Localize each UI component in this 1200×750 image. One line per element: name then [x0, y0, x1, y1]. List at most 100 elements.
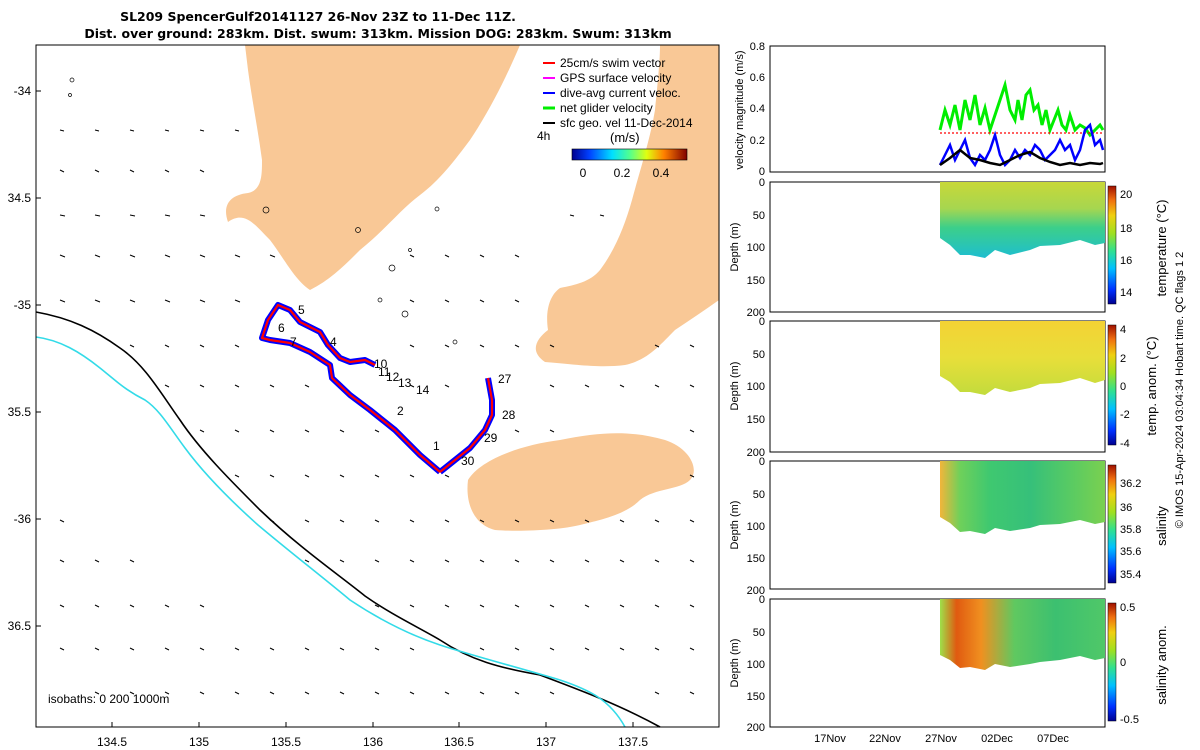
sal-anom-cbar-label: salinity anom. — [1154, 625, 1169, 704]
velocity-series-current — [938, 122, 1105, 168]
tanom-cbar-tick: -2 — [1120, 409, 1130, 421]
lat-tick: 36.5 — [8, 619, 32, 633]
vel-ytick: 0.6 — [750, 72, 765, 84]
land-kangaroo-island — [467, 433, 694, 531]
glider-track-swim — [260, 303, 494, 473]
colorbar-title: (m/s) — [610, 130, 640, 145]
waypoint-4: 4 — [330, 335, 337, 349]
waypoint-labels: 1 2 4 5 6 7 10 11 12 13 14 27 28 29 30 — [278, 303, 516, 468]
temperature-ylabel: Depth (m) — [729, 223, 741, 272]
vel-ytick: 0.8 — [750, 41, 765, 53]
sal-anom-scale: 0.5 0 -0.5 salinity anom. — [1107, 602, 1169, 726]
depth-tick: 150 — [747, 691, 765, 703]
lat-tick: 35.5 — [8, 405, 32, 419]
depth-tick: 0 — [759, 594, 765, 606]
waypoint-2: 2 — [397, 404, 404, 418]
depth-tick: 150 — [747, 553, 765, 565]
salinity-panel: 36.2 36 35.8 35.6 35.4 salinity 0 50 100… — [729, 456, 1169, 597]
waypoint-6: 6 — [278, 321, 285, 335]
map-legend: 25cm/s swim vector GPS surface velocity … — [537, 56, 693, 180]
lat-tick: -36 — [14, 512, 32, 526]
waypoint-10: 10 — [374, 357, 388, 371]
lon-tick: 136 — [363, 735, 383, 749]
lon-tick: 137.5 — [618, 735, 648, 749]
arrow-scale-label: 4h — [537, 129, 550, 143]
waypoint-1: 1 — [433, 439, 440, 453]
tanom-cbar-tick: 0 — [1120, 381, 1126, 393]
lon-tick: 135.5 — [271, 735, 301, 749]
waypoint-28: 28 — [502, 408, 516, 422]
sal-anom-panel: 0.5 0 -0.5 salinity anom. 0 50 100 150 2… — [729, 594, 1169, 734]
colorbar-tick: 0.4 — [653, 166, 670, 180]
depth-tick: 50 — [753, 627, 765, 639]
isobaths-label: isobaths: 0 200 1000m — [48, 692, 169, 706]
velocity-ylabel: velocity magnitude (m/s) — [734, 50, 746, 169]
vel-ytick: 0.4 — [750, 103, 765, 115]
sal-cbar-tick: 36 — [1120, 502, 1132, 514]
isobath-1000m — [35, 311, 661, 728]
waypoint-13: 13 — [398, 376, 412, 390]
depth-tick: 200 — [747, 307, 765, 319]
waypoint-5: 5 — [298, 303, 305, 317]
sanom-cbar-tick: -0.5 — [1120, 714, 1139, 726]
lon-tick: 137 — [536, 735, 556, 749]
temp-cbar-tick: 20 — [1120, 189, 1132, 201]
current-vector-field — [59, 129, 695, 695]
lon-tick: 135 — [189, 735, 209, 749]
lon-tick: 134.5 — [97, 735, 127, 749]
temp-cbar-tick: 16 — [1120, 255, 1132, 267]
depth-tick: 150 — [747, 414, 765, 426]
temp-anom-panel: 4 2 0 -2 -4 temp. anom. (°C) 0 50 100 15… — [729, 316, 1159, 459]
map-lat-ticks: -34 34.5 -35 35.5 -36 36.5 — [8, 84, 32, 633]
map-lon-ticks: 134.5 135 135.5 136 136.5 137 137.5 — [97, 735, 648, 749]
depth-tick: 100 — [747, 242, 765, 254]
vel-ytick: 0.2 — [750, 135, 765, 147]
depth-tick: 200 — [747, 722, 765, 734]
waypoint-27: 27 — [498, 372, 512, 386]
date-tick: 02Dec — [981, 733, 1013, 745]
tanom-cbar-tick: 4 — [1120, 324, 1126, 336]
sal-cbar-tick: 36.2 — [1120, 478, 1141, 490]
date-tick: 22Nov — [869, 733, 901, 745]
colorbar-tick: 0 — [580, 166, 587, 180]
temp-anom-cbar-label: temp. anom. (°C) — [1144, 336, 1159, 435]
sanom-cbar-tick: 0 — [1120, 657, 1126, 669]
depth-tick: 100 — [747, 381, 765, 393]
velocity-panel: 0 0.2 0.4 0.6 0.8 velocity magnitude (m/… — [734, 41, 1106, 178]
legend-item-swim: 25cm/s swim vector — [560, 56, 665, 70]
title-line-2: Dist. over ground: 283km. Dist. swum: 31… — [84, 26, 671, 41]
temp-anom-scale: 4 2 0 -2 -4 temp. anom. (°C) — [1107, 324, 1159, 450]
lat-tick: 34.5 — [8, 191, 32, 205]
date-tick: 17Nov — [814, 733, 846, 745]
lon-tick: 136.5 — [444, 735, 474, 749]
temperature-section — [940, 182, 1105, 258]
tanom-cbar-tick: 2 — [1120, 353, 1126, 365]
temp-anom-section — [940, 321, 1105, 395]
salinity-ylabel: Depth (m) — [729, 501, 741, 550]
salinity-cbar-label: salinity — [1154, 506, 1169, 546]
legend-item-geo: sfc geo. vel 11-Dec-2014 — [560, 116, 693, 130]
depth-tick: 150 — [747, 275, 765, 287]
depth-tick: 0 — [759, 456, 765, 468]
salinity-scale: 36.2 36 35.8 35.6 35.4 salinity — [1107, 464, 1169, 584]
temperature-panel: 20 18 16 14 temperature (°C) 0 50 100 15… — [729, 177, 1169, 319]
land-yorke-peninsula — [535, 45, 719, 367]
sanom-cbar-tick: 0.5 — [1120, 602, 1135, 614]
waypoint-11: 11 — [378, 365, 391, 379]
title-line-1: SL209 SpencerGulf20141127 26-Nov 23Z to … — [120, 9, 516, 24]
legend-item-net: net glider velocity — [560, 101, 653, 115]
velocity-series-net — [938, 79, 1105, 138]
sal-cbar-tick: 35.4 — [1120, 569, 1141, 581]
temp-anom-ylabel: Depth (m) — [729, 362, 741, 411]
sal-anom-ylabel: Depth (m) — [729, 639, 741, 688]
date-tick: 27Nov — [925, 733, 957, 745]
depth-tick: 50 — [753, 489, 765, 501]
legend-item-current: dive-avg current veloc. — [560, 86, 681, 100]
temp-cbar-tick: 14 — [1120, 287, 1132, 299]
lat-tick: -35 — [14, 298, 32, 312]
temperature-cbar-label: temperature (°C) — [1154, 200, 1169, 297]
depth-tick: 100 — [747, 521, 765, 533]
salinity-section — [940, 461, 1105, 534]
sal-cbar-tick: 35.8 — [1120, 524, 1141, 536]
